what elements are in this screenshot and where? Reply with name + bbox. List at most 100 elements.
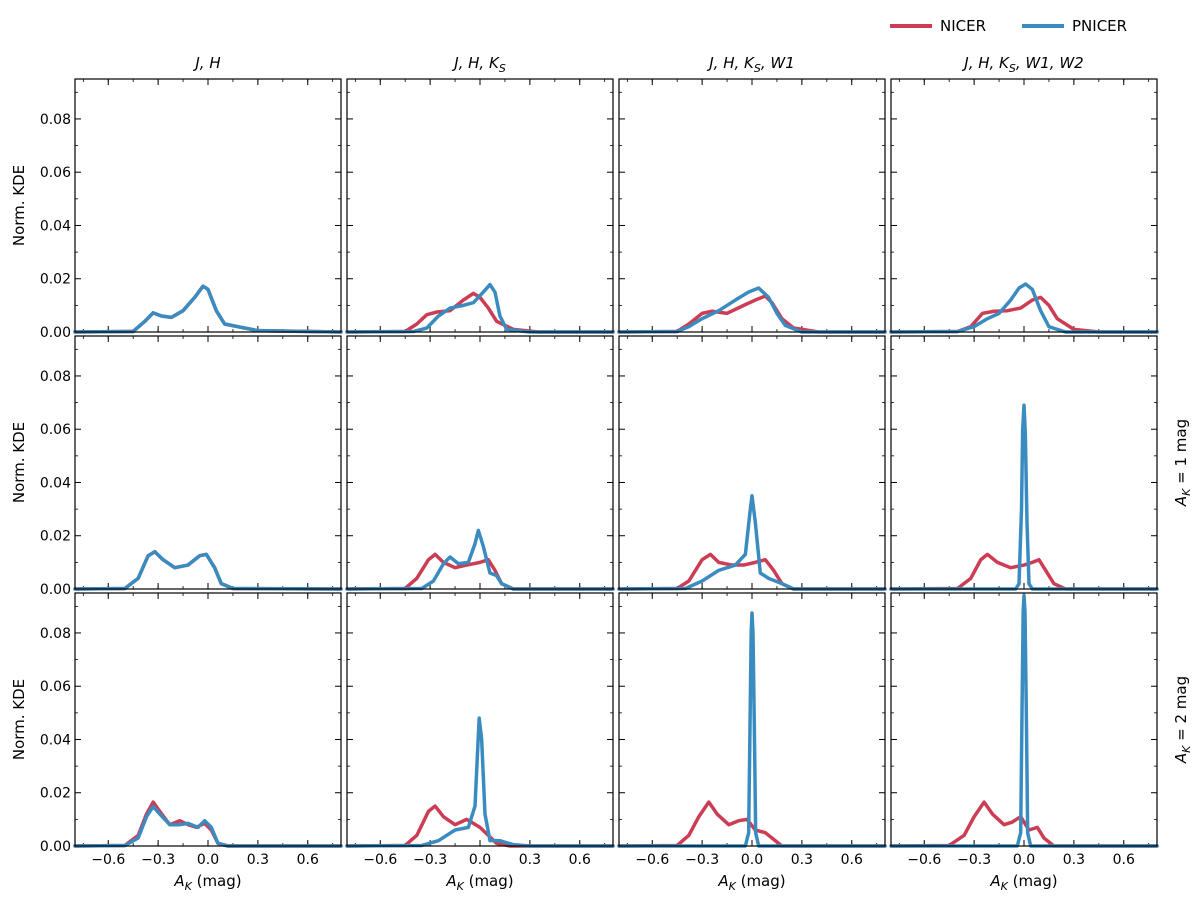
x-tick-label: 0.0 xyxy=(197,852,219,868)
series-pnicer-r0-c0 xyxy=(73,284,343,334)
x-axis-title-rest: (mag) xyxy=(736,872,786,890)
y-tick-label: 0.00 xyxy=(40,839,71,855)
row-label-rest: = 1 mag xyxy=(1172,419,1190,489)
x-tick-label: 0.3 xyxy=(1063,852,1085,868)
series-pnicer-r0-c1 xyxy=(345,282,615,334)
series-pnicer-r2-c0 xyxy=(73,804,343,848)
panel-r2-c1: −0.6 −0.3 0.0 0.3 0.6 AK (mag) xyxy=(345,592,615,893)
y-axis-title: Norm. KDE xyxy=(10,422,28,503)
row-label-base: A xyxy=(1172,753,1190,764)
series-pnicer-r0-c3 xyxy=(889,282,1159,334)
column-title-rest: , W1, W2 xyxy=(1016,54,1084,72)
column-title-1: J, H, KS xyxy=(451,54,506,75)
panel-frame xyxy=(618,335,886,590)
series-pnicer-r1-c1 xyxy=(345,528,615,591)
row-label-base: A xyxy=(1172,496,1190,507)
column-title-3: J, H, KS, W1, W2 xyxy=(961,54,1083,75)
y-tick-label: 0.06 xyxy=(40,679,71,695)
y-tick-label: 0.08 xyxy=(40,626,71,642)
x-tick-label: 0.6 xyxy=(569,852,591,868)
x-axis-title: AK (mag) xyxy=(173,872,241,893)
x-axis-title-base: A xyxy=(989,872,1000,890)
y-tick-label: 0.04 xyxy=(40,218,71,234)
y-tick-label: 0.02 xyxy=(40,529,71,545)
y-axis-title: Norm. KDE xyxy=(10,679,28,760)
x-axis-title-base: A xyxy=(173,872,184,890)
column-title-base: J, H, K xyxy=(706,54,755,72)
x-tick-label: 0.3 xyxy=(791,852,813,868)
column-title-rest: , W1 xyxy=(761,54,795,72)
x-tick-label: −0.6 xyxy=(635,852,669,868)
y-tick-label: 0.06 xyxy=(40,165,71,181)
panel-r0-c2 xyxy=(617,78,887,334)
y-tick-label: 0.08 xyxy=(40,112,71,128)
column-title-2: J, H, KS, W1 xyxy=(706,54,795,75)
x-tick-label: −0.3 xyxy=(957,852,991,868)
series-pnicer-r1-c3 xyxy=(889,403,1159,591)
x-axis-title: AK (mag) xyxy=(717,872,785,893)
x-tick-label: −0.6 xyxy=(91,852,125,868)
series-pnicer-r2-c1 xyxy=(345,716,615,848)
series-pnicer-r1-c2 xyxy=(617,494,887,591)
column-title-base: J, H, K xyxy=(451,54,500,72)
panel-frame xyxy=(74,78,342,333)
panel-r1-c2 xyxy=(617,335,887,591)
x-tick-label: 0.6 xyxy=(1113,852,1135,868)
x-axis-title-sub: K xyxy=(457,880,465,893)
row-label-sub: K xyxy=(1180,488,1193,496)
x-axis-title-base: A xyxy=(445,872,456,890)
legend-label-pnicer: PNICER xyxy=(1072,17,1127,35)
x-tick-label: −0.6 xyxy=(907,852,941,868)
panel-frame xyxy=(618,592,886,847)
panel-frame xyxy=(346,592,614,847)
x-tick-label: 0.3 xyxy=(519,852,541,868)
x-axis-title-base: A xyxy=(717,872,728,890)
x-tick-label: 0.0 xyxy=(469,852,491,868)
y-axis-title: Norm. KDE xyxy=(10,165,28,246)
panel-r2-c2: −0.6 −0.3 0.0 0.3 0.6 AK (mag) xyxy=(617,592,887,893)
row-label-1: AK = 1 mag xyxy=(1172,419,1193,507)
column-title-sub: S xyxy=(754,62,761,75)
legend: NICER PNICER xyxy=(890,17,1127,35)
series-pnicer-r2-c3 xyxy=(889,593,1159,848)
panel-frame xyxy=(74,592,342,847)
x-axis-title-sub: K xyxy=(1001,880,1009,893)
x-axis-title: AK (mag) xyxy=(445,872,513,893)
panel-grid: 0.00 0.02 0.04 0.06 0.08 Norm. KDE 0.00 0.02 0.0… xyxy=(10,54,1193,893)
y-tick-label: 0.02 xyxy=(40,786,71,802)
panel-r0-c3 xyxy=(889,78,1159,334)
series-pnicer-r2-c2 xyxy=(617,611,887,848)
panel-r2-c3: −0.6 −0.3 0.0 0.3 0.6 AK (mag) xyxy=(889,592,1159,893)
x-axis-title-sub: K xyxy=(185,880,193,893)
series-pnicer-r0-c2 xyxy=(617,286,887,334)
panel-frame xyxy=(890,335,1158,590)
x-tick-label: 0.0 xyxy=(741,852,763,868)
series-nicer-r2-c1 xyxy=(345,804,615,848)
x-tick-label: 0.0 xyxy=(1013,852,1035,868)
row-label-2: AK = 2 mag xyxy=(1172,676,1193,764)
panel-r1-c3 xyxy=(889,335,1159,591)
y-tick-label: 0.00 xyxy=(40,582,71,598)
panel-frame xyxy=(346,335,614,590)
x-tick-label: 0.3 xyxy=(247,852,269,868)
x-axis-title-rest: (mag) xyxy=(1008,872,1058,890)
panel-r0-c1 xyxy=(345,78,615,334)
row-label-sub: K xyxy=(1180,745,1193,753)
y-tick-label: 0.08 xyxy=(40,369,71,385)
y-tick-label: 0.04 xyxy=(40,732,71,748)
x-tick-label: −0.6 xyxy=(363,852,397,868)
panel-r1-c0: 0.00 0.02 0.04 0.06 0.08 Norm. KDE xyxy=(10,335,343,598)
panel-r0-c0: 0.00 0.02 0.04 0.06 0.08 Norm. KDE xyxy=(10,78,343,341)
x-tick-label: −0.3 xyxy=(141,852,175,868)
x-axis-title: AK (mag) xyxy=(989,872,1057,893)
series-nicer-r0-c3 xyxy=(889,295,1159,334)
panel-frame xyxy=(890,592,1158,847)
row-label-rest: = 2 mag xyxy=(1172,676,1190,746)
panel-frame xyxy=(890,78,1158,333)
series-nicer-r2-c2 xyxy=(617,800,887,848)
x-axis-title-rest: (mag) xyxy=(464,872,514,890)
legend-label-nicer: NICER xyxy=(940,17,986,35)
y-tick-label: 0.06 xyxy=(40,422,71,438)
x-tick-label: −0.3 xyxy=(413,852,447,868)
